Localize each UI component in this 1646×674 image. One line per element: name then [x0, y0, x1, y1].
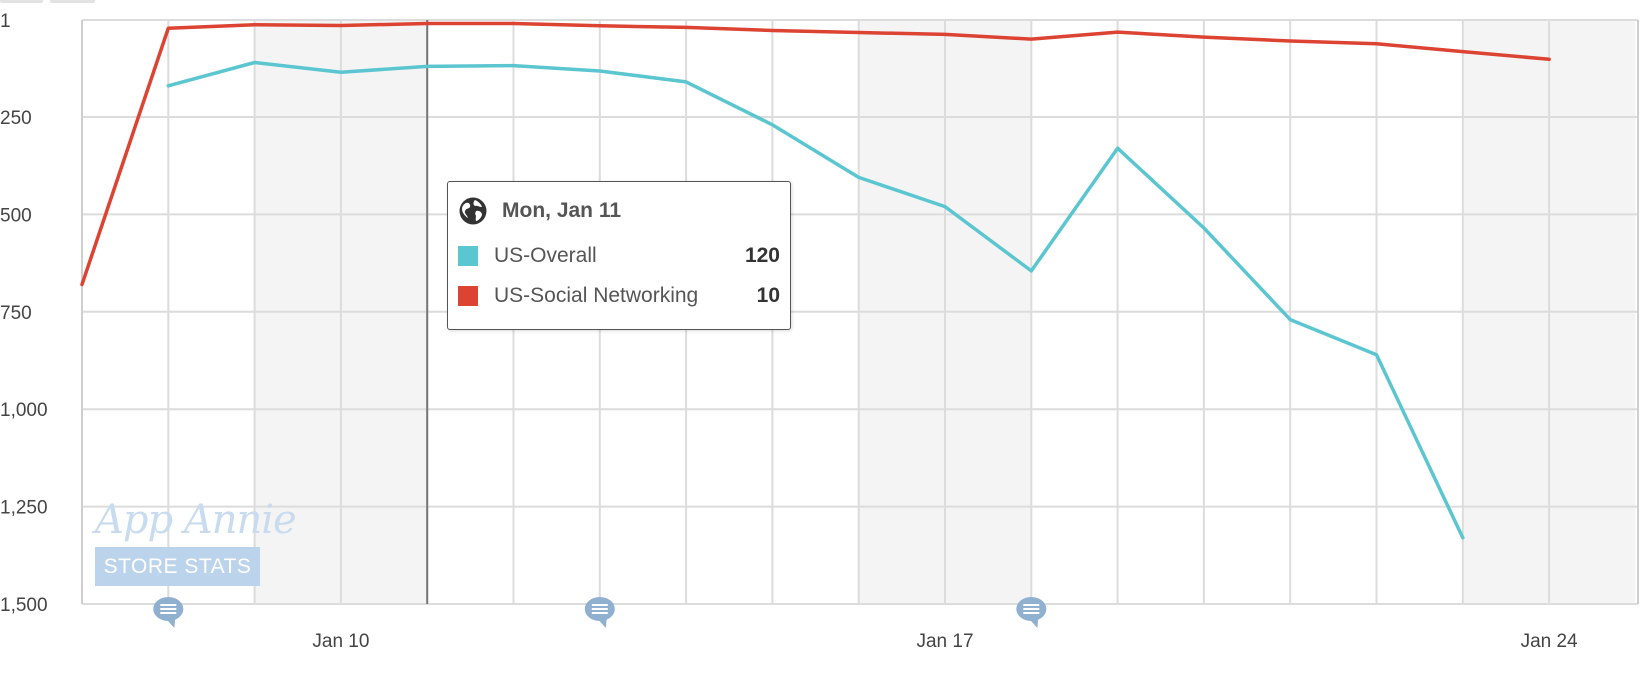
y-tick-label: 500 — [0, 205, 32, 226]
chart-tooltip: Mon, Jan 11 US-Overall 120 US-Social Net… — [447, 181, 791, 330]
y-tick-label: 1,000 — [0, 400, 48, 421]
tooltip-row: US-Overall 120 — [458, 242, 780, 270]
y-axis-ticks: 1 250 500 750 1,000 1,250 1,500 — [0, 11, 48, 616]
x-tick-label: Jan 10 — [312, 631, 369, 652]
y-tick-label: 1,500 — [0, 595, 48, 616]
annotation-icon[interactable] — [584, 597, 615, 628]
tooltip-row: US-Social Networking 10 — [458, 282, 780, 310]
x-tick-label: Jan 17 — [916, 631, 973, 652]
watermark-title: App Annie — [95, 497, 297, 543]
top-button-right[interactable] — [50, 0, 95, 3]
tooltip-series-name: US-Social Networking — [494, 284, 699, 307]
top-button-left[interactable] — [0, 0, 43, 3]
x-axis-ticks: Jan 10 Jan 17 Jan 24 — [312, 631, 1578, 652]
y-tick-label: 750 — [0, 303, 32, 324]
tooltip-date: Mon, Jan 11 — [502, 199, 622, 222]
y-tick-label: 1,250 — [0, 498, 48, 519]
app-annie-watermark: App Annie STORE STATS — [95, 497, 297, 586]
x-tick-label: Jan 24 — [1521, 631, 1578, 652]
grid-lines — [81, 19, 1639, 605]
series-swatch — [458, 286, 478, 306]
y-tick-label: 1 — [0, 11, 11, 32]
series-line — [166, 60, 1465, 540]
tooltip-series-value: 120 — [744, 244, 780, 267]
watermark-badge: STORE STATS — [95, 547, 260, 586]
series-lines — [80, 21, 1551, 540]
globe-icon — [459, 197, 487, 225]
tooltip-header: Mon, Jan 11 — [458, 196, 621, 226]
series-line — [80, 21, 1551, 287]
annotation-icon[interactable] — [1016, 597, 1047, 628]
tooltip-series-name: US-Overall — [494, 244, 597, 267]
annotation-markers — [153, 597, 1047, 628]
tooltip-series-value: 10 — [756, 284, 780, 307]
annotation-icon[interactable] — [153, 597, 184, 628]
series-swatch — [458, 246, 478, 266]
y-tick-label: 250 — [0, 108, 32, 129]
